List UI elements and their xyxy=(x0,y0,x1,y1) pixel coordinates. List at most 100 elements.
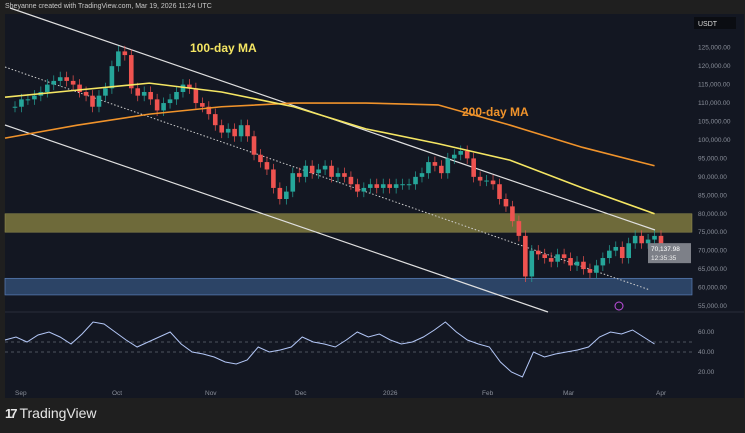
countdown: 12:35:35 xyxy=(651,255,677,262)
resistance-zone xyxy=(4,213,693,233)
candle xyxy=(83,91,89,96)
plot-background xyxy=(5,14,692,386)
candle xyxy=(258,154,263,163)
lightning-icon xyxy=(614,301,624,311)
candle xyxy=(212,114,218,126)
candle xyxy=(426,162,431,174)
candle xyxy=(639,235,644,244)
candle xyxy=(419,173,425,177)
candle xyxy=(335,173,341,177)
candle xyxy=(180,84,186,92)
candle xyxy=(200,103,205,107)
brand-name: TradingView xyxy=(19,405,97,421)
candle xyxy=(264,162,270,170)
rsi-tick-label: 40.00 xyxy=(698,349,715,356)
candle xyxy=(193,88,199,104)
x-tick-label: Dec xyxy=(295,390,307,397)
support-zone xyxy=(4,277,693,296)
y-tick-label: 105,000.00 xyxy=(698,119,731,126)
candle xyxy=(309,165,315,174)
candle xyxy=(51,80,57,85)
candle xyxy=(652,235,657,240)
ma200-line xyxy=(4,102,655,167)
y-tick-label: 65,000.00 xyxy=(698,266,727,273)
candle xyxy=(523,235,528,277)
candle xyxy=(57,77,63,81)
candle xyxy=(632,235,638,244)
candle xyxy=(490,180,496,185)
candle xyxy=(542,254,548,259)
time-axis xyxy=(5,386,744,398)
y-tick-label: 75,000.00 xyxy=(698,229,727,236)
candle xyxy=(439,165,444,174)
candle xyxy=(116,51,121,67)
currency-label: USDT xyxy=(698,21,718,28)
rsi-line xyxy=(4,321,655,378)
candle xyxy=(587,269,593,273)
price-axis xyxy=(692,14,744,386)
candle xyxy=(374,184,380,188)
candle xyxy=(77,84,82,92)
x-tick-label: Oct xyxy=(112,390,122,397)
candle xyxy=(90,95,95,107)
y-tick-label: 90,000.00 xyxy=(698,174,727,181)
candle xyxy=(355,184,360,192)
candle xyxy=(290,173,296,192)
candle xyxy=(568,258,573,266)
currency-box xyxy=(694,17,736,29)
candle xyxy=(535,250,541,255)
ma100-line xyxy=(4,82,655,215)
candle xyxy=(342,173,347,177)
candle xyxy=(225,128,231,133)
candle xyxy=(206,106,212,115)
candle xyxy=(238,125,244,137)
candle xyxy=(316,169,321,174)
candle xyxy=(400,184,405,186)
x-tick-label: Nov xyxy=(205,390,217,397)
candle xyxy=(594,265,599,273)
candle xyxy=(135,88,141,96)
candle xyxy=(471,158,476,177)
candle xyxy=(303,165,308,177)
candle xyxy=(329,165,334,177)
y-tick-label: 125,000.00 xyxy=(698,45,731,52)
candle xyxy=(174,91,179,100)
candle xyxy=(45,84,50,92)
candle xyxy=(361,187,367,192)
price-chart[interactable]: 100-day MA 200-day MA USDT 125,000.00 120,00… xyxy=(0,0,745,400)
candle xyxy=(154,99,160,111)
last-price: 70,137.98 xyxy=(651,246,680,253)
candle xyxy=(161,103,166,111)
candle xyxy=(529,250,535,277)
candle xyxy=(19,99,24,107)
y-tick-label: 85,000.00 xyxy=(698,192,727,199)
candle xyxy=(581,261,586,270)
candle xyxy=(219,125,225,133)
candle xyxy=(380,184,386,188)
candle xyxy=(348,176,354,185)
y-tick-label: 80,000.00 xyxy=(698,211,727,218)
candle xyxy=(393,184,399,188)
candle xyxy=(322,165,328,170)
candle xyxy=(458,151,464,155)
candle xyxy=(619,246,625,259)
candle xyxy=(167,99,173,104)
y-tick-label: 55,000.00 xyxy=(698,303,727,310)
y-tick-label: 60,000.00 xyxy=(698,285,727,292)
candle xyxy=(645,239,651,244)
rsi-tick-label: 20.00 xyxy=(698,369,715,376)
candle xyxy=(103,88,108,96)
candle xyxy=(432,162,438,166)
candle xyxy=(510,206,515,222)
candle xyxy=(413,176,418,185)
ma200-label: 200-day MA xyxy=(462,105,529,119)
candle xyxy=(600,258,606,266)
x-tick-label: Apr xyxy=(656,390,667,397)
candle xyxy=(574,261,580,266)
candle xyxy=(251,136,257,155)
x-tick-label: Sep xyxy=(15,390,27,397)
last-price-tag xyxy=(648,243,691,264)
candle xyxy=(271,169,276,188)
candle xyxy=(464,151,470,159)
candle xyxy=(607,250,612,259)
